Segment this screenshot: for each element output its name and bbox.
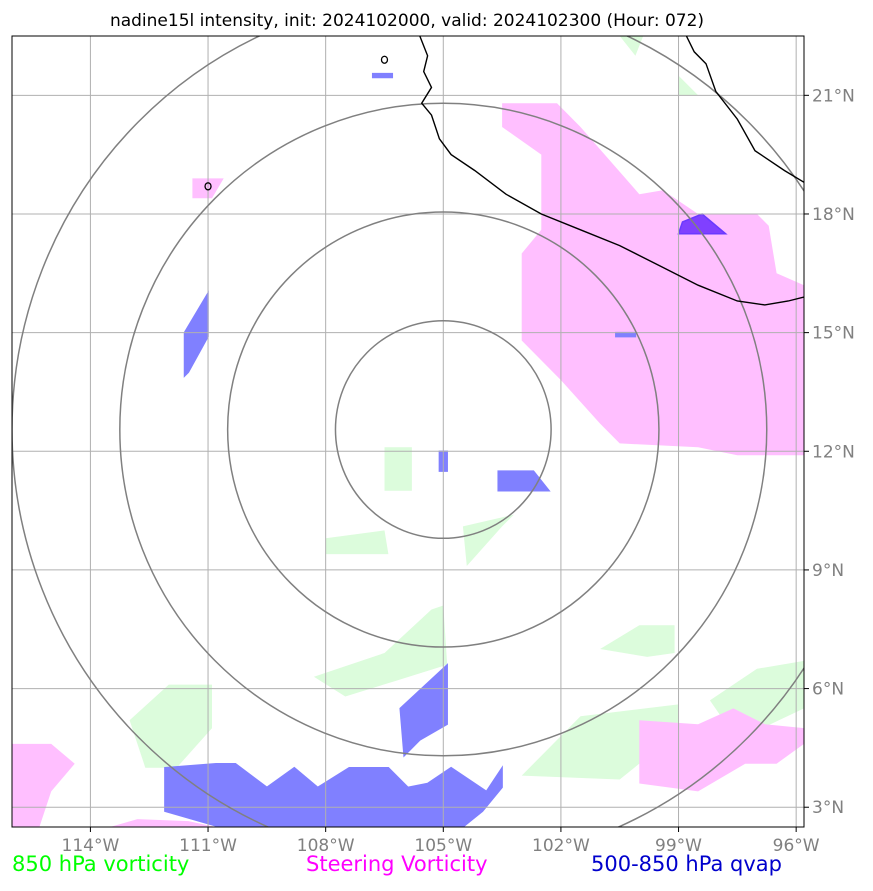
vort850-region [600,625,675,657]
gridlines [12,36,804,827]
storm-map-chart: nadine15l intensity, init: 2024102000, v… [11,11,855,852]
x-tick-label: 105°W [414,836,472,852]
range-rings [12,36,804,827]
range-ring [119,102,768,757]
coastline-segment [685,36,804,183]
legend-qvap: 500-850 hPa qvap [591,852,782,876]
qvap-region [615,331,637,338]
steering-vorticity-region [639,708,804,792]
y-tick-label: 18°N [812,205,855,225]
x-tick-label: 114°W [62,836,120,852]
x-tick-label: 111°W [179,836,237,852]
steering-vorticity-region [110,819,216,827]
x-tick-label: 102°W [532,836,590,852]
island-outline [380,55,389,64]
plot-frame [11,35,805,828]
chart-title: nadine15l intensity, init: 2024102000, v… [110,11,704,31]
legend-850hpa-vorticity: 850 hPa vorticity [12,852,190,876]
y-tick-label: 9°N [812,561,844,581]
vort850-region [462,514,514,566]
range-ring [226,211,660,648]
vort850-region [384,447,412,491]
vort850-region [325,530,389,555]
legend-steering-vorticity: Steering Vorticity [306,852,488,876]
steering-vorticity-region [502,103,804,456]
x-tick-label: 108°W [297,836,355,852]
y-tick-label: 15°N [812,324,855,344]
vort850-region [129,684,212,768]
vort850-region [678,75,699,96]
island-outline [204,182,212,191]
vort850-region [313,605,448,697]
coastline [204,36,804,306]
qvap-region [371,72,394,79]
x-axis: 114°W 111°W 108°W 105°W 102°W 99°W 96°W [62,827,820,852]
y-tick-label: 12°N [812,442,855,462]
map-plot-area [12,36,804,827]
range-ring [334,320,552,540]
y-tick-label: 21°N [812,86,855,106]
y-tick-label: 3°N [812,798,844,818]
steering-vorticity-layer [12,103,804,827]
y-tick-label: 6°N [812,680,844,700]
steering-vorticity-region [12,743,75,827]
y-axis: 3°N 6°N 9°N 12°N 15°N 18°N 21°N [804,86,855,818]
qvap-region [164,762,503,827]
coastline-segment [419,36,804,306]
qvap-region [399,663,448,758]
x-tick-label: 99°W [655,836,702,852]
x-tick-label: 96°W [773,836,820,852]
